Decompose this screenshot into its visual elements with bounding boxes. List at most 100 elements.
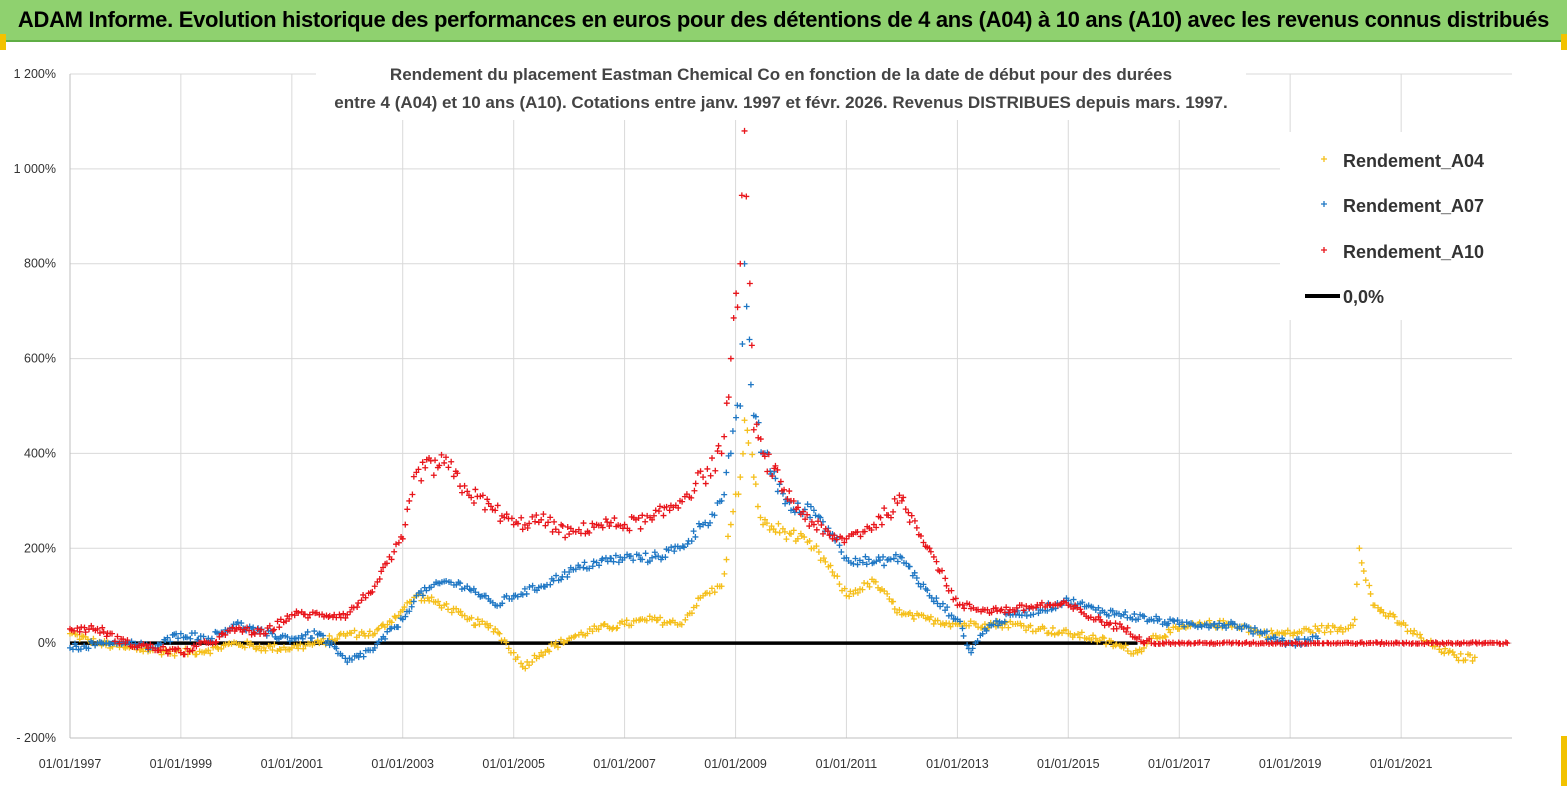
data-point bbox=[542, 522, 549, 529]
data-point bbox=[873, 558, 880, 565]
data-point bbox=[270, 627, 277, 634]
data-point bbox=[70, 627, 77, 634]
data-point bbox=[668, 544, 675, 551]
data-point bbox=[657, 614, 664, 621]
data-point bbox=[450, 473, 457, 480]
data-point bbox=[761, 453, 768, 460]
data-point bbox=[284, 633, 291, 640]
data-point bbox=[746, 336, 753, 343]
data-point bbox=[859, 586, 866, 593]
data-point bbox=[615, 559, 622, 566]
data-point bbox=[304, 614, 311, 621]
data-point bbox=[779, 490, 786, 497]
data-point bbox=[406, 608, 413, 615]
data-point bbox=[581, 559, 588, 566]
data-point bbox=[630, 557, 637, 564]
data-point bbox=[1387, 610, 1394, 617]
data-point bbox=[725, 452, 732, 459]
data-point bbox=[501, 514, 508, 521]
chart-title-line-1: Rendement du placement Eastman Chemical … bbox=[390, 65, 1172, 84]
data-point bbox=[1014, 607, 1021, 614]
data-point bbox=[213, 638, 220, 645]
data-point bbox=[626, 527, 633, 534]
data-point bbox=[496, 630, 503, 637]
data-point bbox=[1303, 625, 1310, 632]
data-point bbox=[843, 592, 850, 599]
data-point bbox=[334, 635, 341, 642]
data-point bbox=[702, 480, 709, 487]
data-point bbox=[983, 627, 990, 634]
data-point bbox=[175, 635, 182, 642]
data-point bbox=[1451, 651, 1458, 658]
gridlines bbox=[69, 73, 1512, 739]
data-point bbox=[1030, 604, 1036, 611]
data-point bbox=[730, 314, 737, 321]
data-point bbox=[815, 549, 822, 556]
data-point bbox=[1105, 612, 1112, 619]
data-point bbox=[691, 487, 698, 494]
x-tick-label: 01/01/1997 bbox=[39, 757, 102, 771]
data-point bbox=[1201, 639, 1208, 646]
data-point bbox=[1272, 634, 1279, 641]
data-point bbox=[1123, 628, 1130, 635]
data-point bbox=[360, 653, 367, 660]
data-point bbox=[1291, 629, 1298, 636]
data-point bbox=[536, 653, 543, 660]
data-point bbox=[836, 581, 843, 588]
data-point bbox=[1124, 624, 1131, 631]
data-point bbox=[559, 522, 566, 529]
data-point bbox=[930, 620, 937, 627]
data-point bbox=[646, 613, 653, 620]
data-point bbox=[601, 620, 608, 627]
data-point bbox=[1034, 601, 1041, 608]
data-point bbox=[388, 619, 395, 626]
data-point bbox=[715, 442, 722, 449]
data-point bbox=[1088, 636, 1095, 643]
data-point bbox=[942, 575, 949, 582]
data-point bbox=[286, 638, 293, 645]
data-point bbox=[1098, 618, 1105, 625]
data-point bbox=[1345, 625, 1352, 632]
data-point bbox=[807, 503, 814, 510]
data-point bbox=[890, 598, 897, 605]
data-point bbox=[378, 622, 385, 629]
data-point bbox=[557, 636, 564, 643]
data-point bbox=[246, 627, 253, 634]
data-point bbox=[489, 599, 496, 606]
data-point bbox=[662, 554, 669, 561]
data-point bbox=[627, 553, 634, 560]
data-point bbox=[734, 304, 741, 311]
data-point bbox=[807, 514, 814, 521]
data-point bbox=[1284, 627, 1291, 634]
data-point bbox=[743, 193, 750, 200]
data-point bbox=[700, 474, 707, 481]
data-point bbox=[1146, 616, 1153, 623]
data-point bbox=[784, 495, 791, 502]
data-point bbox=[1351, 616, 1358, 623]
data-point bbox=[319, 632, 326, 639]
data-point bbox=[461, 585, 468, 592]
data-point bbox=[887, 514, 894, 521]
data-point bbox=[891, 606, 898, 613]
data-point bbox=[740, 450, 747, 457]
data-point bbox=[957, 618, 964, 625]
data-point bbox=[402, 521, 409, 528]
data-point bbox=[606, 523, 613, 530]
data-point bbox=[656, 503, 663, 510]
data-point bbox=[967, 618, 974, 625]
data-point bbox=[395, 624, 402, 631]
data-point bbox=[392, 614, 399, 621]
data-point bbox=[362, 594, 369, 601]
data-point bbox=[1295, 636, 1302, 643]
data-point bbox=[770, 526, 777, 533]
data-point bbox=[1446, 647, 1453, 654]
data-point bbox=[1101, 635, 1108, 642]
data-point bbox=[252, 646, 259, 653]
data-point bbox=[1118, 624, 1125, 631]
data-point bbox=[1268, 627, 1275, 634]
data-point bbox=[1367, 639, 1374, 646]
data-point bbox=[709, 455, 716, 462]
data-point bbox=[443, 578, 450, 585]
data-point bbox=[454, 470, 461, 477]
data-point bbox=[479, 618, 486, 625]
